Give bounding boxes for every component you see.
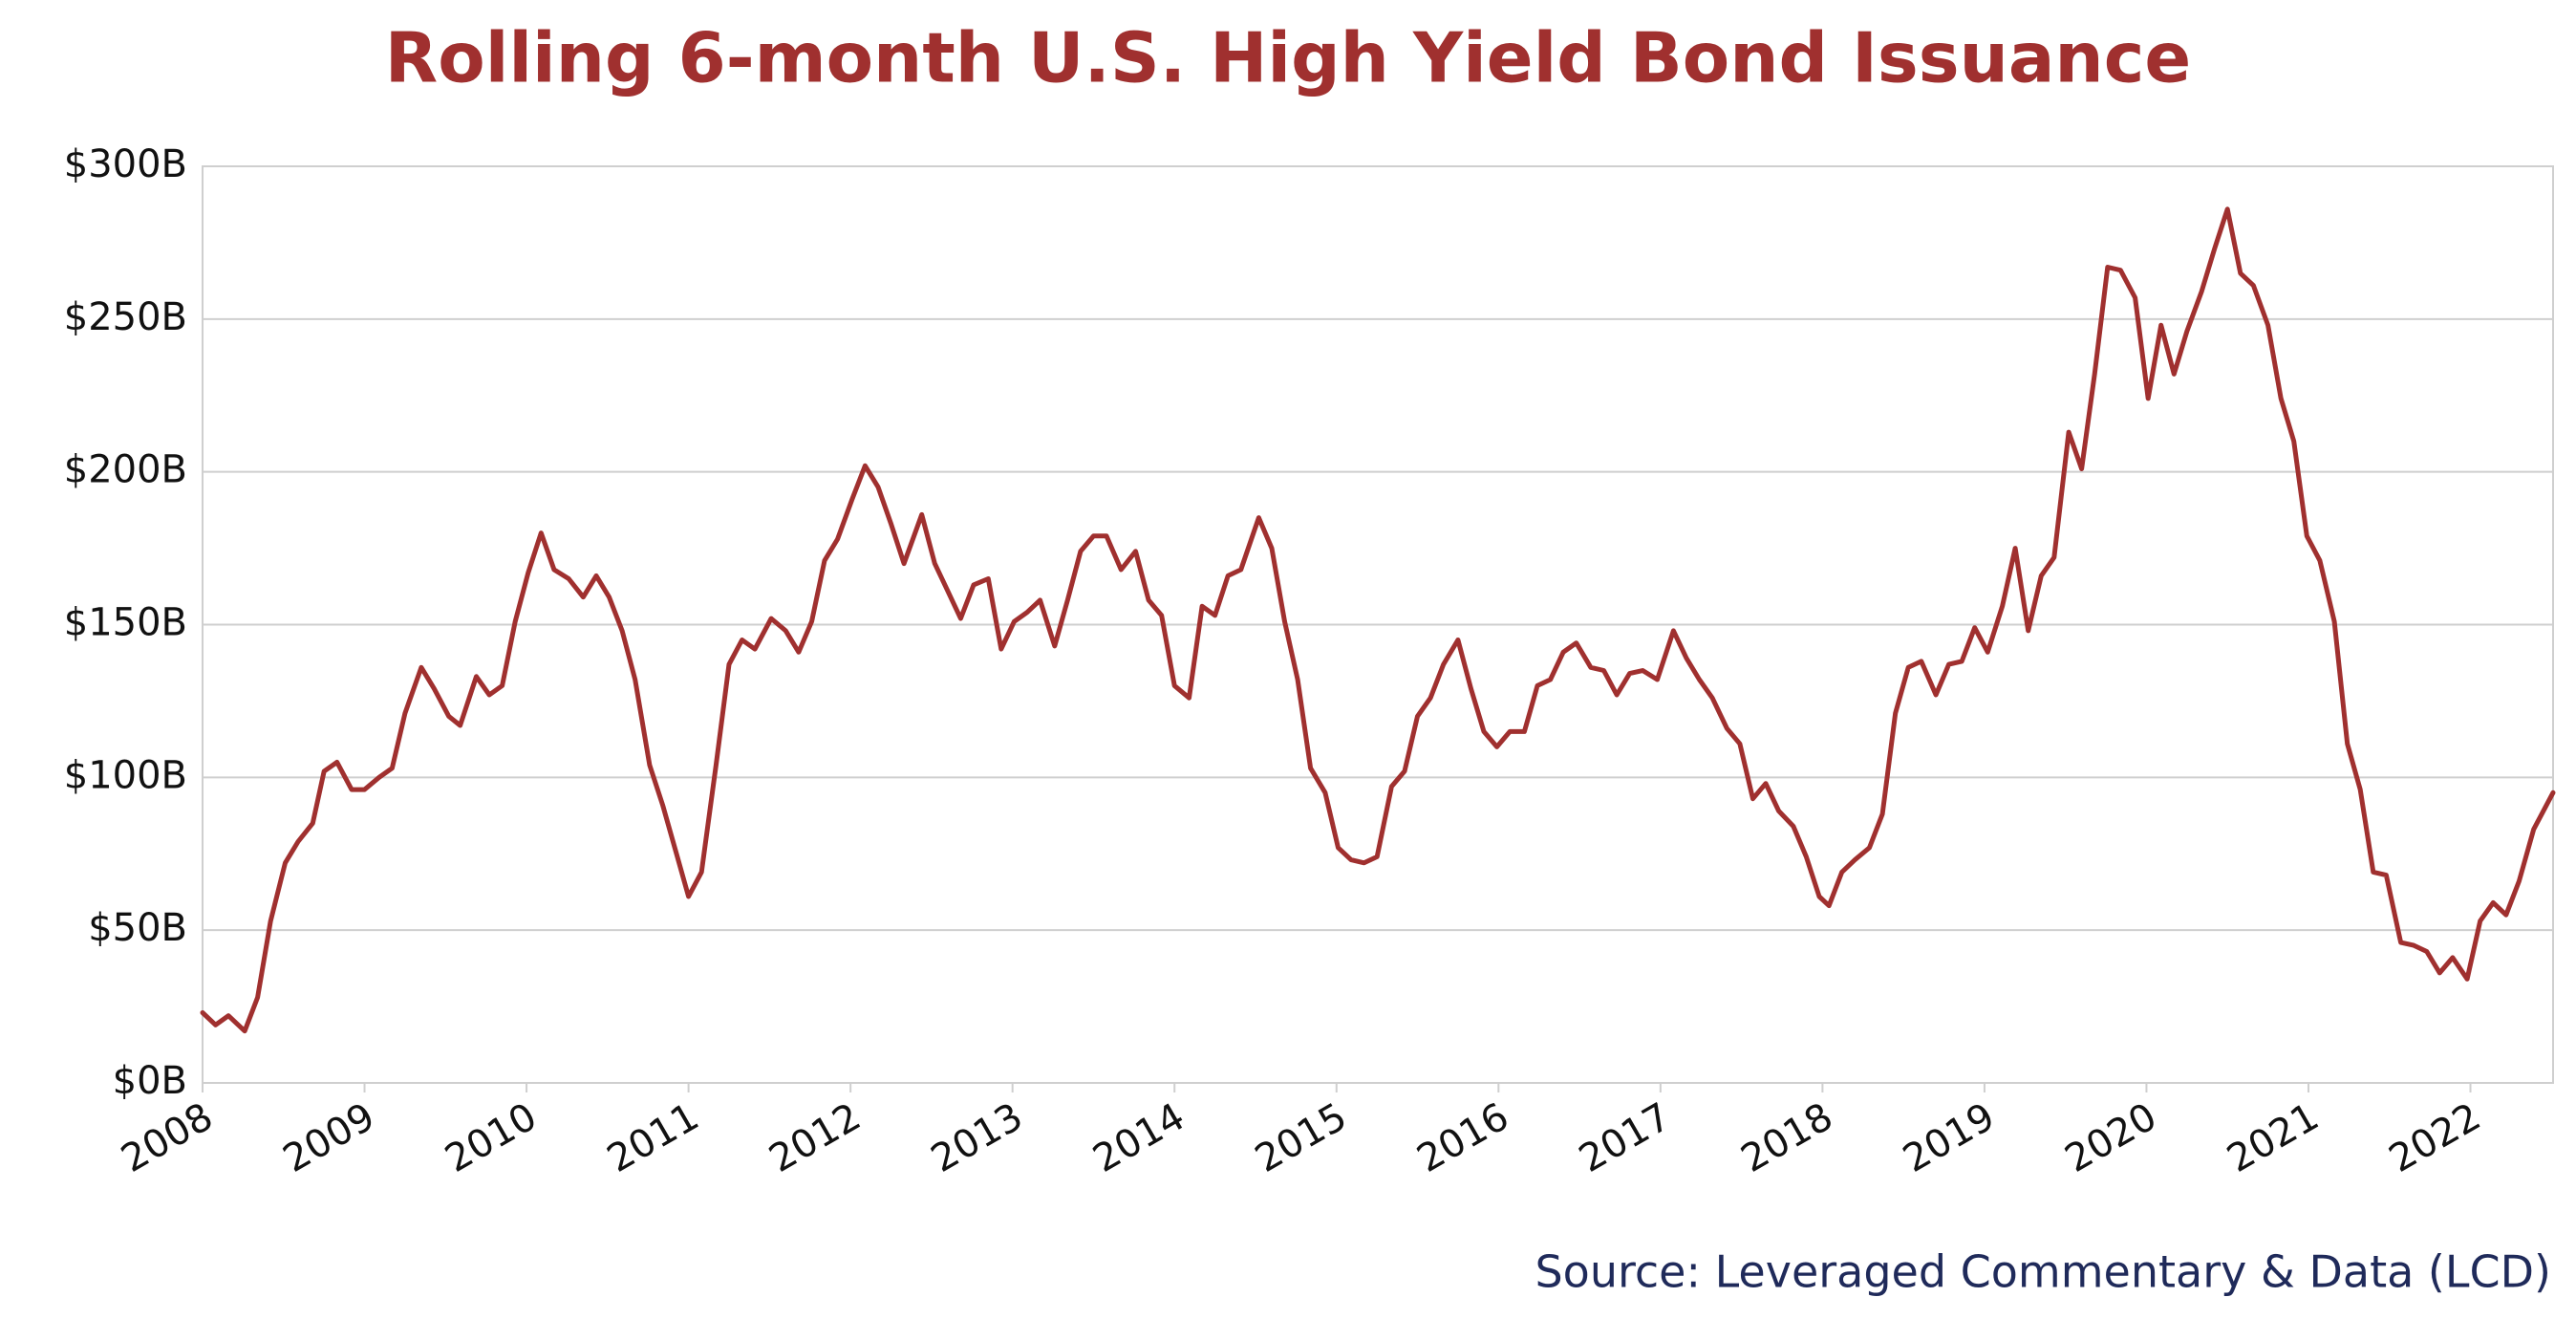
x-tick-label: 2017 (1572, 1094, 1678, 1181)
x-tick-label: 2018 (1734, 1094, 1840, 1181)
y-tick-label: $250B (64, 295, 187, 339)
line-series (200, 206, 2556, 1034)
y-tick-label: $150B (64, 601, 187, 645)
source-note: Source: Leveraged Commentary & Data (LCD… (1535, 1246, 2551, 1298)
x-tick-label: 2013 (924, 1094, 1030, 1181)
x-tick-label: 2008 (114, 1094, 220, 1181)
x-tick-label: 2022 (2382, 1094, 2488, 1181)
y-tick-label: $200B (64, 448, 187, 492)
chart-title: Rolling 6-month U.S. High Yield Bond Iss… (385, 18, 2191, 98)
y-tick-label: $0B (113, 1059, 187, 1103)
plot-frame (202, 165, 2554, 1084)
x-tick-label: 2012 (762, 1094, 868, 1181)
x-tick-label: 2011 (600, 1094, 706, 1181)
x-tick-label: 2020 (2058, 1094, 2164, 1181)
y-tick-label: $50B (88, 906, 187, 950)
x-tick-label: 2010 (438, 1094, 544, 1181)
y-tick-label: $300B (64, 142, 187, 186)
x-tick-label: 2009 (276, 1094, 382, 1181)
y-tick-label: $100B (64, 753, 187, 797)
x-tick-label: 2021 (2220, 1094, 2326, 1181)
x-tick-label: 2015 (1248, 1094, 1354, 1181)
x-tick-label: 2016 (1410, 1094, 1516, 1181)
x-tick-label: 2014 (1086, 1094, 1192, 1181)
x-tick-label: 2019 (1896, 1094, 2002, 1181)
